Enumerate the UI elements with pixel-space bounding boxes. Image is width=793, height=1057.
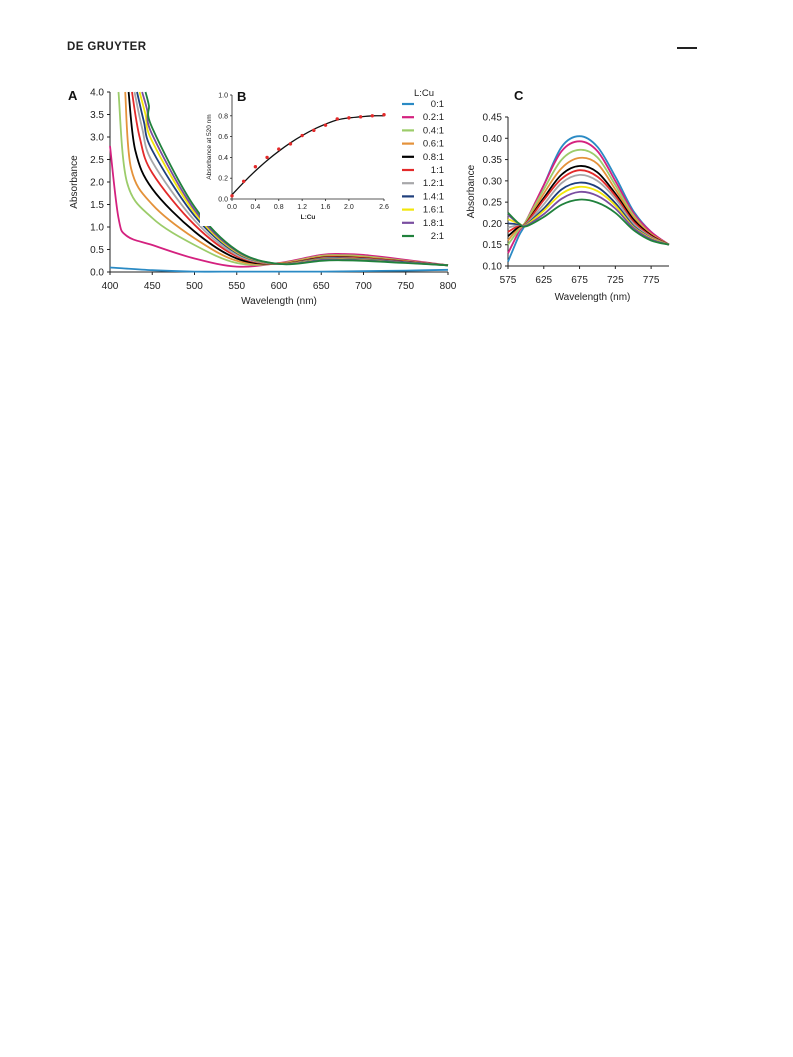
panel-a-x-tick-label: 800 (440, 281, 457, 292)
panel-b-data-point (382, 113, 386, 117)
legend-label: 0.8:1 (423, 152, 444, 163)
panel-b-data-point (288, 142, 293, 146)
panel-c-chart: C 0.10 0.15 0.20 0.25 0.30 0.35 0.40 0.45 575 625 6… (466, 88, 670, 303)
panel-a-x-tick-label: 400 (102, 281, 119, 292)
panel-b-data-point (230, 194, 234, 198)
panel-b-data-point (300, 133, 304, 138)
panel-c-x-tick-label: 625 (535, 275, 552, 286)
panel-b-x-tick-label: 0.8 (274, 204, 284, 211)
panel-b-data-point (323, 123, 328, 127)
legend-label: 1.4:1 (423, 191, 444, 202)
panel-b-x-tick-label: 0.4 (251, 204, 261, 211)
panel-c-series-line (507, 198, 670, 246)
panel-a-y-tick-label: 4.0 (90, 88, 104, 99)
panel-c-x-tick-label: 675 (571, 275, 588, 286)
panel-a-y-tick-label: 1.5 (90, 200, 104, 211)
panel-c-y-tick-label: 0.20 (483, 219, 503, 230)
panel-a-y-tick-label: 0.0 (90, 268, 104, 279)
panel-c-x-tick-label: 725 (607, 275, 624, 286)
legend: L:Cu0:1 0.2:1 0.4:1 0.6:1 0.8:1 1:1 1.2:1 1.4:1… (402, 88, 444, 242)
panel-c-x-tick-label: 775 (643, 275, 660, 286)
panel-b-y-tick-label: 1.0 (218, 93, 228, 100)
panel-c-y-tick-label: 0.10 (483, 262, 503, 273)
panel-b-data-point (241, 179, 246, 184)
panel-b-x-axis-label: L:Cu (301, 214, 316, 221)
panel-b-data-point (370, 114, 375, 118)
legend-label: 2:1 (431, 231, 444, 242)
panel-a-x-tick-label: 600 (271, 281, 288, 292)
panel-b-y-axis-label: Absorbance at 520 nm (206, 114, 213, 179)
panel-b-label: B (237, 89, 246, 104)
panel-b-data-point (265, 155, 269, 160)
panel-c-x-tick-label: 575 (500, 275, 517, 286)
panel-c-y-tick-label: 0.15 (483, 240, 503, 251)
panel-b-data-point (335, 117, 339, 121)
panel-b-y-tick-label: 0.2 (218, 176, 228, 183)
panel-b-x-tick-label: 0.0 (227, 204, 237, 211)
legend-label: 0:1 (431, 99, 444, 110)
panel-a-chart: A 0.0 0.5 1.0 1.5 2.0 2.5 3.0 3.5 4.0 400 450 500 550… (68, 88, 457, 308)
panel-c-y-tick-label: 0.25 (483, 198, 503, 209)
panel-a-series-line (144, 91, 449, 267)
legend-label: 0.6:1 (423, 139, 444, 150)
panel-b-y-tick-label: 0.6 (218, 134, 228, 141)
legend-label: 0.2:1 (423, 112, 444, 123)
panel-c-y-axis-label: Absorbance (466, 164, 477, 218)
panel-a-y-tick-label: 2.0 (90, 178, 104, 189)
panel-a-x-tick-label: 750 (397, 281, 414, 292)
panel-a-series-line (109, 266, 449, 273)
panel-b-data-point (277, 147, 281, 151)
panel-a-x-tick-label: 550 (228, 281, 245, 292)
panel-a-x-tick-label: 700 (355, 281, 372, 292)
panel-a-y-axis-label: Absorbance (69, 155, 80, 209)
panel-c-label: C (514, 88, 524, 103)
panel-a-series-line (109, 145, 449, 268)
legend-title: L:Cu (414, 88, 434, 99)
panel-b-data-point (358, 115, 363, 119)
panel-b-data-point (312, 128, 316, 133)
panel-b-x-tick-label: 2.0 (344, 204, 354, 211)
panel-c-y-tick-label: 0.35 (483, 155, 503, 166)
panel-a-y-tick-label: 3.0 (90, 133, 104, 144)
panel-a-x-tick-label: 650 (313, 281, 330, 292)
legend-label: 1.8:1 (423, 218, 444, 229)
legend-label: 1.2:1 (423, 178, 444, 189)
legend-label: 1.6:1 (423, 205, 444, 216)
panel-c-y-tick-label: 0.40 (483, 134, 503, 145)
panel-c-y-tick-label: 0.30 (483, 176, 503, 187)
panel-b-y-tick-label: 0.4 (218, 155, 228, 162)
panel-b-data-point (347, 116, 351, 120)
panel-a-y-tick-label: 3.5 (90, 110, 104, 121)
panel-a-y-tick-label: 2.5 (90, 155, 104, 166)
panel-c-series-line (507, 135, 670, 263)
panel-b-y-tick-label: 0.0 (218, 197, 228, 204)
panel-b-x-tick-label: 1.6 (321, 204, 331, 211)
panel-a-x-axis-label: Wavelength (nm) (241, 296, 317, 307)
panel-b-x-tick-label: 2.6 (379, 204, 389, 211)
panel-a-x-tick-label: 450 (144, 281, 161, 292)
panel-a-y-tick-label: 0.5 (90, 245, 104, 256)
panel-a-y-tick-label: 1.0 (90, 223, 104, 234)
figure-canvas: A 0.0 0.5 1.0 1.5 2.0 2.5 3.0 3.5 4.0 400 450 500 550… (68, 86, 670, 308)
panel-b-data-point (253, 165, 258, 169)
legend-label: 0.4:1 (423, 125, 444, 136)
panel-a-x-tick-label: 500 (186, 281, 203, 292)
publisher-header: DE GRUYTER (67, 41, 147, 53)
header-rule (677, 47, 697, 49)
panel-b-chart: B 0.0 0.2 0.4 0.6 0.8 1.0 0.0 0.4 0.8 1.2 1.6 2.0 2.6… (200, 86, 394, 226)
panel-b-x-tick-label: 1.2 (297, 204, 307, 211)
panel-c-x-axis-label: Wavelength (nm) (555, 292, 631, 303)
panel-c-y-tick-label: 0.45 (483, 113, 503, 124)
legend-label: 1:1 (431, 165, 444, 176)
panel-b-y-tick-label: 0.8 (218, 113, 228, 120)
panel-a-label: A (68, 88, 78, 103)
